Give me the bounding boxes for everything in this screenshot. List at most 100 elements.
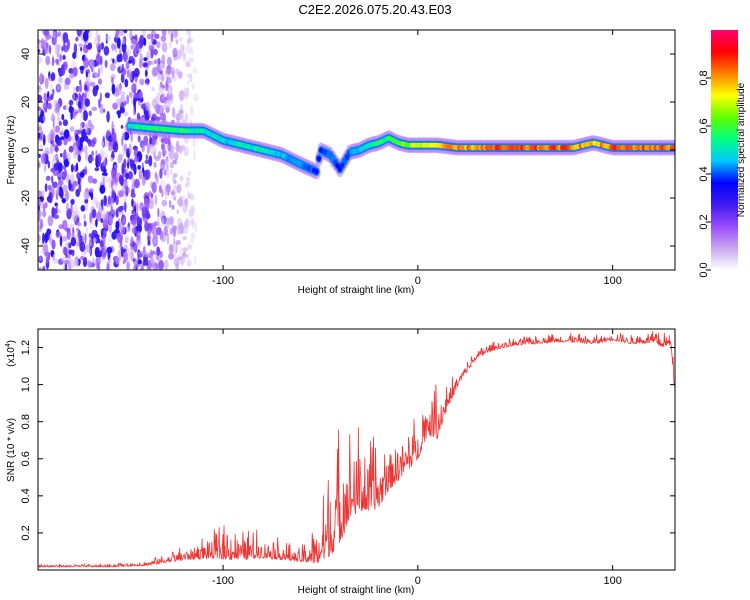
- spectrogram-noise-cell: [44, 43, 47, 55]
- spectrogram-noise-cell: [76, 172, 80, 180]
- spectrogram-noise-cell: [147, 239, 151, 246]
- spectrogram-noise-cell: [55, 58, 60, 66]
- spectrogram-noise-cell: [126, 94, 130, 105]
- spectrogram-noise-cell: [96, 238, 101, 244]
- spectrogram-noise-cell: [157, 58, 161, 65]
- spectrogram-noise-cell: [39, 218, 44, 230]
- spectrogram-noise-cell: [75, 97, 79, 107]
- spectrogram-noise-cell: [150, 61, 155, 65]
- spectrogram-noise-cell: [38, 267, 42, 270]
- spectrogram-noise-cell: [59, 235, 63, 247]
- spectrogram-noise-cell: [121, 42, 127, 53]
- spectrogram-noise-cell: [59, 188, 64, 199]
- spectrogram-noise-cell: [69, 173, 75, 185]
- spectrogram-ridge-core: [316, 156, 322, 162]
- spectrogram-noise-cell: [130, 250, 134, 262]
- spectrogram-noise-cell: [159, 250, 163, 259]
- spectrogram-noise-cell: [84, 84, 88, 91]
- spectrogram-noise-cell: [123, 178, 128, 190]
- spectrogram-noise-cell: [47, 133, 52, 144]
- spectrogram-noise-cell: [72, 250, 75, 257]
- spectrogram-noise-cell: [66, 202, 69, 212]
- spectrogram-noise-cell: [95, 54, 102, 65]
- spectrogram-noise-cell: [138, 91, 144, 100]
- spectrogram-noise-cell: [178, 145, 183, 154]
- spectrogram-noise-cell: [146, 261, 149, 266]
- spectrogram-noise-cell: [173, 179, 177, 185]
- spectrogram-noise-cell: [101, 249, 107, 261]
- spectrogram-noise-cell: [111, 42, 115, 52]
- spectrogram-noise-cell: [134, 178, 140, 189]
- spectrogram-noise-cell: [89, 212, 93, 224]
- spectrogram-noise-cell: [189, 73, 193, 83]
- spectrogram-noise-cell: [91, 150, 94, 157]
- spectrogram-noise-cell: [114, 59, 118, 65]
- spectrogram-noise-cell: [182, 247, 189, 253]
- spectrogram-noise-cell: [54, 44, 60, 55]
- spectrogram-noise-cell: [145, 154, 149, 161]
- spectrogram-y-label: Frequency (Hz): [6, 116, 17, 185]
- spectrogram-noise-cell: [100, 65, 103, 74]
- spectrogram-noise-cell: [64, 227, 71, 232]
- spectrogram-noise-cell: [131, 215, 137, 225]
- spectrogram-noise-cell: [47, 215, 54, 227]
- spectrogram-noise-cell: [124, 78, 129, 88]
- spectrogram-noise-cell: [142, 62, 148, 68]
- spectrogram-noise-cell: [55, 231, 62, 239]
- spectrogram-noise-cell: [112, 182, 119, 192]
- spectrogram-noise-cell: [131, 154, 134, 161]
- spectrogram-noise-cell: [84, 145, 88, 154]
- spectrogram-noise-cell: [172, 243, 178, 252]
- spectrogram-noise-cell: [105, 211, 109, 218]
- spectrogram-noise-cell: [118, 174, 124, 185]
- spectrogram-noise-cell: [44, 251, 50, 257]
- spectrogram-noise-cell: [100, 214, 105, 219]
- spectrogram-noise-cell: [57, 84, 62, 91]
- spectrogram-noise-cell: [132, 108, 136, 116]
- spectrogram-noise-cell: [63, 149, 67, 161]
- colorbar-tick-label: 0.2: [698, 214, 710, 229]
- spectrogram-noise-cell: [80, 111, 84, 121]
- spectrogram-noise-cell: [105, 34, 111, 42]
- spectrogram-ridge-core: [340, 162, 345, 168]
- spectrogram-noise-cell: [136, 230, 141, 240]
- spectrogram-noise-cell: [61, 45, 64, 52]
- spectrogram-noise-cell: [69, 73, 75, 79]
- spectrogram-noise-cell: [41, 189, 45, 199]
- spectrogram-noise-cell: [172, 185, 178, 195]
- spectrogram-noise-cell: [50, 94, 54, 100]
- spectrogram-noise-cell: [171, 92, 174, 103]
- spectrogram-y-tick-label: 20: [20, 96, 32, 108]
- spectrogram-noise-cell: [87, 260, 91, 268]
- spectrogram-noise-cell: [84, 202, 89, 212]
- spectrogram-noise-cell: [95, 84, 99, 91]
- spectrogram-noise-cell: [143, 57, 148, 62]
- colorbar: 0.0 0.2 0.4 0.6 0.8 Normalized spectral ampl…: [698, 30, 747, 278]
- spectrogram-noise-cell: [84, 123, 89, 134]
- spectrogram-noise-cell: [62, 235, 68, 242]
- spectrogram-noise-cell: [101, 172, 108, 177]
- spectrogram-panel: -100 0 100 -40 -20 0 20 40 Height of straight …: [6, 29, 676, 296]
- spectrogram-noise-cell: [86, 44, 92, 50]
- spectrogram-noise-cell: [38, 43, 42, 49]
- spectrogram-noise-cell: [146, 143, 151, 155]
- spectrogram-noise-cell: [124, 201, 127, 213]
- spectrogram-noise-cell: [157, 151, 162, 160]
- spectrogram-noise-cell: [77, 129, 82, 135]
- spectrogram-noise-cell: [180, 195, 185, 200]
- spectrogram-x-tick-label: -100: [212, 275, 234, 287]
- colorbar-tick-label: 0.8: [698, 70, 710, 85]
- spectrogram-noise-cell: [38, 153, 41, 158]
- spectrogram-x-label: Height of straight line (km): [298, 285, 415, 296]
- spectrogram-noise-cell: [150, 192, 154, 199]
- spectrogram-noise-cell: [179, 222, 184, 235]
- spectrogram-noise-cell: [100, 217, 104, 224]
- spectrogram-noise-cell: [156, 217, 160, 226]
- spectrogram-noise-cell: [87, 175, 92, 181]
- spectrogram-noise-cell: [44, 232, 49, 244]
- spectrogram-noise-cell: [179, 260, 184, 265]
- spectrogram-noise-cell: [114, 164, 118, 170]
- spectrogram-noise-cell: [68, 68, 74, 74]
- spectrogram-noise-cell: [133, 41, 140, 52]
- spectrogram-noise-cell: [192, 150, 197, 161]
